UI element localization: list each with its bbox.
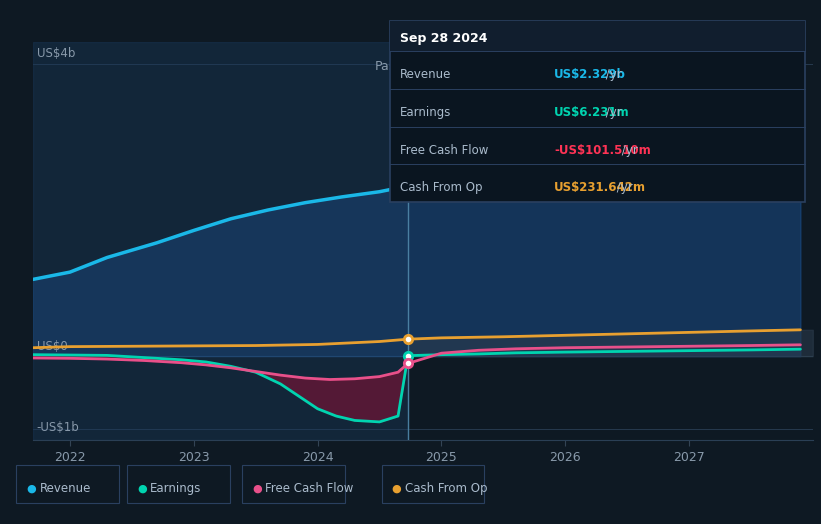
Text: Free Cash Flow: Free Cash Flow [265,483,354,495]
Text: Past: Past [374,60,401,73]
Text: /yr: /yr [618,144,638,157]
Text: US$6.231m: US$6.231m [554,106,630,119]
Text: Cash From Op: Cash From Op [400,181,482,194]
Text: ●: ● [26,484,36,494]
Text: Revenue: Revenue [39,483,91,495]
Text: -US$1b: -US$1b [37,421,80,433]
Text: Sep 28 2024: Sep 28 2024 [400,32,488,45]
Text: /yr: /yr [603,69,622,81]
Text: US$4b: US$4b [37,47,75,60]
Text: US$2.329b: US$2.329b [554,69,626,81]
Bar [33,42,408,440]
Text: Cash From Op: Cash From Op [405,483,487,495]
Text: ●: ● [392,484,401,494]
Text: Earnings: Earnings [150,483,202,495]
Text: Free Cash Flow: Free Cash Flow [400,144,488,157]
Text: US$0: US$0 [37,340,67,353]
Text: /yr: /yr [612,181,633,194]
Text: Analysts Forecasts: Analysts Forecasts [415,60,532,73]
Text: /yr: /yr [603,106,622,119]
Text: US$231.642m: US$231.642m [554,181,646,194]
Text: Revenue: Revenue [400,69,452,81]
Text: -US$101.510m: -US$101.510m [554,144,651,157]
Text: Earnings: Earnings [400,106,452,119]
Text: ●: ● [252,484,262,494]
Text: ●: ● [137,484,147,494]
